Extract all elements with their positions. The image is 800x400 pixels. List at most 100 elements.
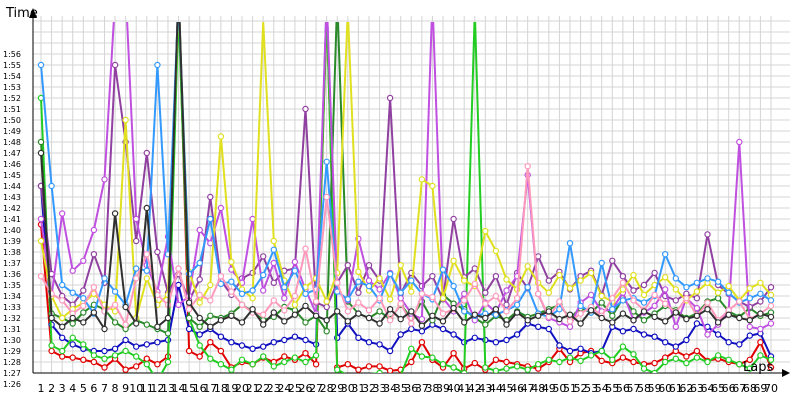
data-point [651,269,658,277]
data-point [408,345,415,352]
data-point [672,323,680,330]
series-3 [37,22,775,373]
data-point [80,287,87,294]
data-point [662,250,669,258]
x-tick-label: 68 [743,382,757,395]
data-point [59,347,66,355]
data-point [260,271,267,279]
data-point [270,237,277,245]
y-tick-label: 1:48 [3,138,21,147]
data-point [143,361,150,368]
y-tick-label: 1:56 [3,50,21,59]
data-point [365,339,373,346]
data-point [90,358,98,366]
data-point [69,341,76,348]
data-point [397,295,404,302]
data-point [545,356,553,363]
data-point [651,359,658,367]
data-point [196,331,203,338]
data-point [143,204,150,212]
x-tick-label: 25 [288,382,302,395]
data-point [725,356,732,363]
data-point [439,318,447,325]
data-point [217,333,225,340]
data-point [535,253,542,260]
data-point [482,289,489,296]
data-point [714,289,722,296]
data-point [492,273,500,280]
data-point [545,313,553,321]
data-point [767,297,775,304]
x-tick-label: 9 [122,382,129,395]
x-axis-label: Laps [743,360,773,375]
data-point [281,318,288,325]
data-point [355,366,362,373]
data-point [630,351,637,358]
data-point [461,319,468,326]
data-point [429,312,436,319]
data-point [767,356,775,363]
data-point [122,116,129,124]
data-point [556,271,563,279]
data-point [746,317,754,324]
data-point [164,358,172,366]
data-point [217,347,225,355]
y-tick-label: 1:35 [3,281,21,290]
x-tick-label: 23 [267,382,281,395]
data-point [566,354,574,361]
data-point [683,359,690,367]
x-tick-labels: 1 2 3 4 5 6 7 8 9 1011121314151617181920212223242… [38,382,779,395]
series-line [40,22,772,357]
data-point [693,347,701,355]
data-point [503,358,510,366]
data-point [757,339,764,346]
x-tick-label: 22 [256,382,270,395]
data-point [439,295,447,302]
data-point [513,363,521,370]
data-point [238,319,246,326]
y-tick-label: 1:46 [3,160,21,169]
data-point [101,325,108,333]
data-point [132,320,140,327]
data-point [450,331,457,338]
data-point [492,292,500,300]
data-point [291,292,299,300]
data-point [566,318,574,325]
data-point [132,265,140,272]
data-point [672,309,680,316]
data-point [302,302,309,310]
data-point [704,275,711,282]
data-point [640,365,648,372]
data-point [323,193,330,201]
x-tick-label: 55 [605,382,619,395]
x-tick-label: 41 [457,382,471,395]
series-line [40,64,772,308]
data-point [619,354,627,361]
data-point [312,298,320,305]
data-point [302,350,309,357]
x-tick-label: 4 [69,382,76,395]
data-point [461,277,468,284]
data-point [270,297,277,304]
series-line [40,22,772,336]
series-line [40,22,772,373]
x-tick-label: 33 [373,382,387,395]
data-point [365,363,373,370]
x-tick-label: 13 [161,382,175,395]
data-point [217,204,225,212]
data-point [736,314,743,322]
x-tick-label: 64 [701,382,715,395]
data-point [482,227,489,235]
data-point [69,334,76,341]
y-tick-label: 1:53 [3,83,21,92]
data-point [587,291,595,299]
x-tick-label: 1 [38,382,45,395]
data-point [619,310,627,317]
data-point [556,298,563,305]
data-point [482,314,489,322]
y-tick-label: 1:41 [3,215,21,224]
data-point [683,353,690,360]
data-point [651,369,658,373]
data-point [630,271,637,279]
data-point [640,331,648,338]
